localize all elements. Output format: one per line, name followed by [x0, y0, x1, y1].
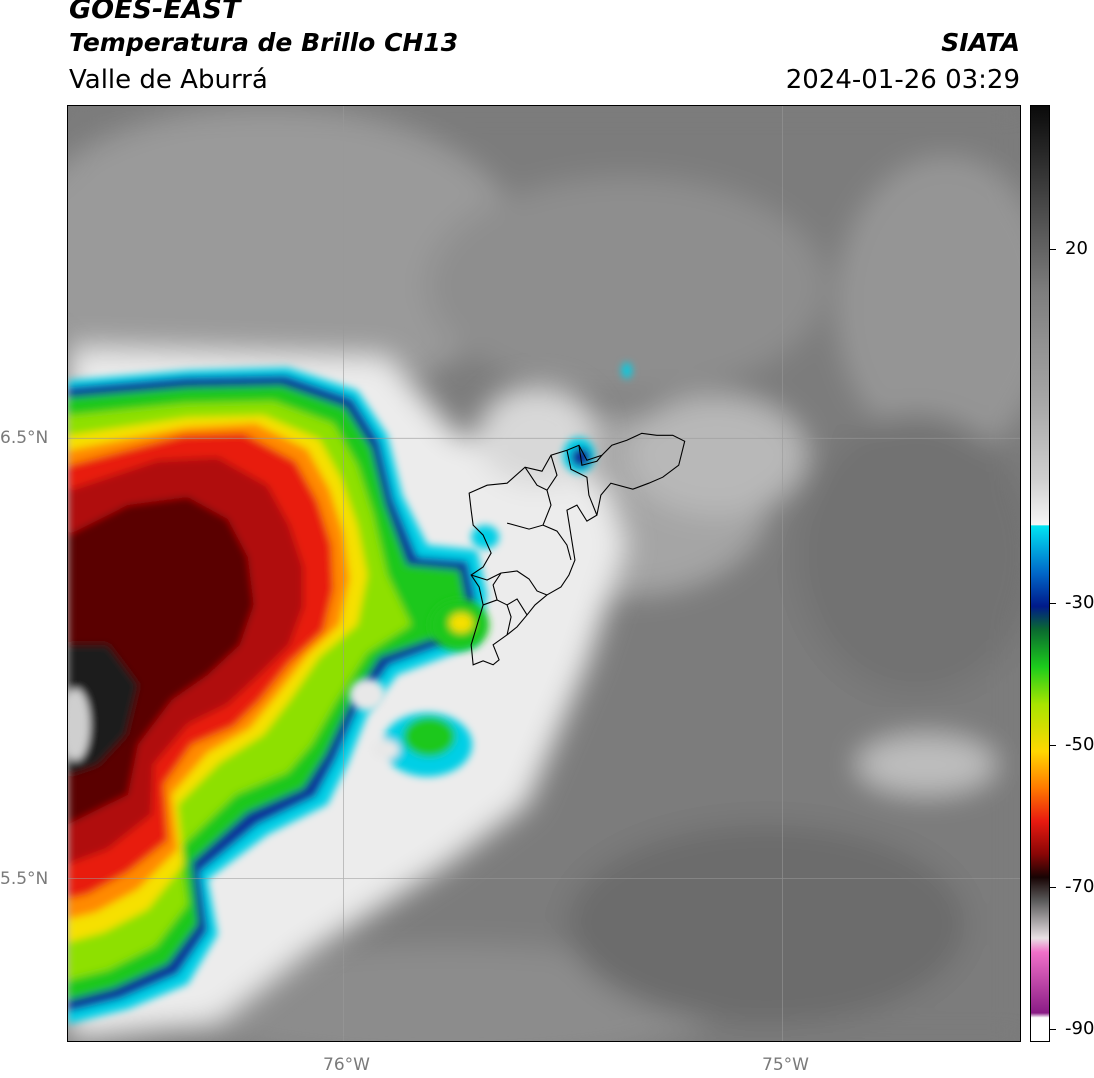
region-subtitle: Valle de Aburrá — [69, 65, 268, 95]
agency-label: SIATA — [941, 28, 1020, 57]
colorbar-tick-minus90 — [1050, 1029, 1056, 1030]
colorbar-tick-minus50 — [1050, 745, 1056, 746]
colorbar-label-minus30: -30 — [1065, 592, 1094, 613]
lat-label-5-5n: 5.5°N — [0, 869, 49, 889]
lon-label-75w: 75°W — [762, 1055, 809, 1075]
colorbar-label-20: 20 — [1065, 238, 1088, 259]
colorbar-tick-minus70 — [1050, 887, 1056, 888]
cloud-background-layer — [68, 106, 1020, 1041]
cold-cloud-tops — [68, 367, 488, 1025]
colorbar-label-minus50: -50 — [1065, 734, 1094, 755]
municipal-boundaries — [468, 432, 686, 666]
colorbar-label-minus90: -90 — [1065, 1018, 1094, 1039]
colorbar-tick-minus30 — [1050, 603, 1056, 604]
colorbar-tick-20 — [1050, 249, 1056, 250]
brightness-temperature-image — [68, 106, 1020, 1041]
satellite-map[interactable] — [67, 105, 1021, 1042]
lon-label-76w: 76°W — [323, 1055, 370, 1075]
lat-label-6-5n: 6.5°N — [0, 428, 49, 448]
satellite-title: GOES-EAST — [69, 0, 241, 25]
colorbar-gradient — [1031, 106, 1049, 1041]
graticule — [68, 106, 1020, 1041]
colorbar-label-minus70: -70 — [1065, 876, 1094, 897]
product-title: Temperatura de Brillo CH13 — [69, 28, 459, 57]
temperature-colorbar — [1030, 105, 1050, 1042]
timestamp-label: 2024-01-26 03:29 — [785, 65, 1020, 95]
isolated-cold-cells — [349, 362, 632, 777]
